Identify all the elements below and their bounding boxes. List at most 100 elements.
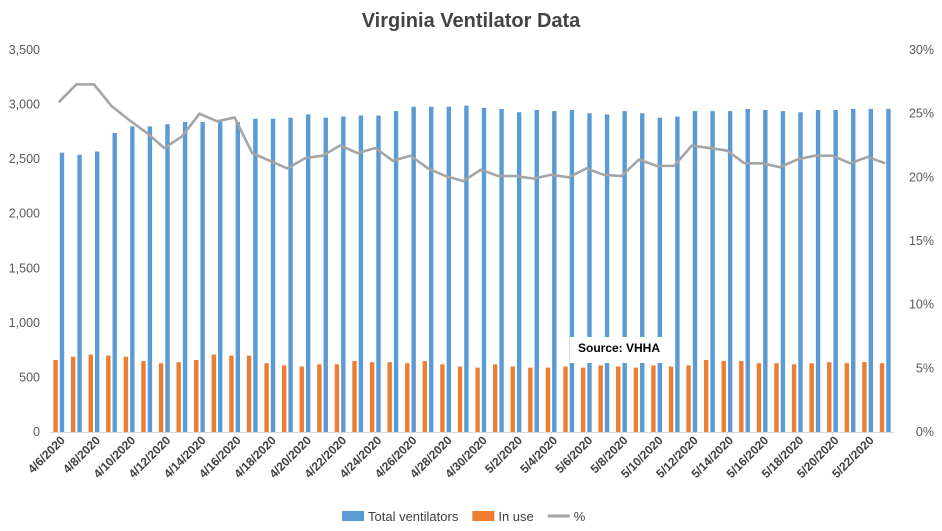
bar-in-use — [686, 365, 691, 432]
bar-in-use — [246, 355, 252, 432]
bar-in-use — [141, 361, 146, 432]
bar-total-ventilators — [464, 105, 469, 433]
bar-in-use — [317, 364, 322, 432]
y-tick-label: 2,500 — [9, 152, 40, 166]
bar-total-ventilators — [77, 154, 82, 432]
source-annotation-group: Source: VHHA — [570, 337, 670, 363]
x-tick-label: 5/4/2020 — [517, 433, 560, 476]
bar-in-use — [299, 366, 304, 432]
bar-in-use — [791, 364, 797, 432]
legend: Total ventilators In use% — [342, 509, 586, 524]
x-tick-label: 5/6/2020 — [552, 433, 595, 476]
bar-total-ventilators — [411, 106, 416, 433]
x-tick-label: 5/2/2020 — [482, 433, 525, 476]
bar-total-ventilators — [886, 108, 891, 433]
bar-in-use — [53, 359, 58, 432]
bar-total-ventilators — [815, 110, 821, 433]
bar-total-ventilators — [446, 106, 452, 433]
bar-total-ventilators — [270, 118, 276, 432]
bar-total-ventilators — [59, 152, 65, 432]
bar-total-ventilators — [253, 118, 258, 432]
bar-in-use — [492, 364, 498, 432]
bar-in-use — [633, 367, 639, 432]
bar-total-ventilators — [358, 115, 364, 432]
bar-in-use — [106, 355, 111, 432]
y-axis-left: 0 500 1,000 1,500 2,000 2,500 3,000 3,500 — [9, 43, 40, 439]
legend-label: Total ventilators — [368, 509, 459, 524]
y2-tick-label: 5% — [916, 361, 934, 375]
bar-in-use — [334, 364, 340, 432]
y-tick-label: 0 — [33, 425, 40, 439]
bar-total-ventilators — [640, 113, 645, 432]
bar-total-ventilators — [147, 126, 153, 433]
bar-in-use — [211, 354, 217, 432]
y2-tick-label: 30% — [909, 43, 934, 57]
bar-in-use — [281, 365, 287, 432]
bar-in-use — [580, 367, 586, 432]
bar-total-ventilators — [112, 132, 117, 432]
bar-in-use — [475, 367, 480, 432]
bar-in-use — [616, 366, 621, 432]
bar-in-use — [369, 362, 375, 432]
bar-total-ventilators — [165, 124, 170, 433]
bar-in-use — [405, 363, 410, 432]
x-axis: 4/6/20204/8/20204/10/20204/12/20204/14/2… — [25, 432, 894, 481]
bar-total-ventilators — [305, 114, 311, 432]
bar-total-ventilators — [323, 117, 328, 432]
y-tick-label: 2,000 — [9, 207, 40, 221]
bar-in-use — [862, 362, 867, 432]
y-axis-right: 0% 5% 10% 15% 20% 25% 30% — [909, 43, 934, 439]
y-tick-label: 3,500 — [9, 43, 40, 57]
legend-swatch — [342, 511, 364, 521]
bar-in-use — [756, 363, 762, 432]
y-tick-label: 500 — [19, 370, 40, 384]
bar-in-use — [510, 366, 515, 432]
y2-tick-label: 0% — [916, 425, 934, 439]
bar-total-ventilators — [675, 116, 680, 432]
bar-in-use — [352, 361, 357, 432]
source-annotation: Source: VHHA — [578, 341, 660, 355]
bar-in-use — [158, 363, 164, 432]
bar-in-use — [229, 355, 234, 432]
bar-in-use — [528, 367, 533, 432]
bar-total-ventilators — [657, 117, 663, 432]
series-total-ventilators — [59, 105, 891, 433]
bar-total-ventilators — [534, 110, 539, 433]
bar-in-use — [387, 362, 392, 432]
bar-total-ventilators — [833, 110, 838, 433]
bar-in-use — [194, 359, 199, 432]
bar-in-use — [774, 363, 779, 432]
bar-total-ventilators — [288, 117, 293, 432]
bar-total-ventilators — [569, 110, 575, 433]
bar-total-ventilators — [587, 113, 592, 432]
bar-total-ventilators — [604, 114, 610, 432]
bar-in-use — [264, 363, 269, 432]
bar-total-ventilators — [780, 111, 786, 433]
series-in-use — [53, 354, 885, 432]
y2-tick-label: 20% — [909, 170, 934, 184]
bar-in-use — [844, 363, 850, 432]
y2-tick-label: 10% — [909, 298, 934, 312]
bar-in-use — [422, 361, 428, 432]
bar-total-ventilators — [341, 116, 346, 432]
bar-in-use — [703, 359, 709, 432]
bar-total-ventilators — [798, 112, 803, 432]
bar-in-use — [176, 362, 181, 432]
bar-total-ventilators — [692, 111, 698, 433]
bar-in-use — [827, 362, 832, 432]
bar-total-ventilators — [393, 111, 399, 433]
bar-in-use — [563, 366, 568, 432]
bar-total-ventilators — [218, 119, 223, 432]
bar-total-ventilators — [481, 107, 487, 433]
bar-total-ventilators — [851, 108, 856, 433]
bar-in-use — [545, 367, 551, 432]
bar-total-ventilators — [130, 126, 135, 433]
legend-label: % — [574, 509, 586, 524]
bar-total-ventilators — [868, 108, 874, 433]
y-tick-label: 1,500 — [9, 261, 40, 275]
bar-in-use — [88, 354, 93, 432]
bar-total-ventilators — [429, 106, 434, 433]
x-tick-label: 4/6/2020 — [25, 433, 68, 476]
chart-title: Virginia Ventilator Data — [362, 10, 581, 32]
